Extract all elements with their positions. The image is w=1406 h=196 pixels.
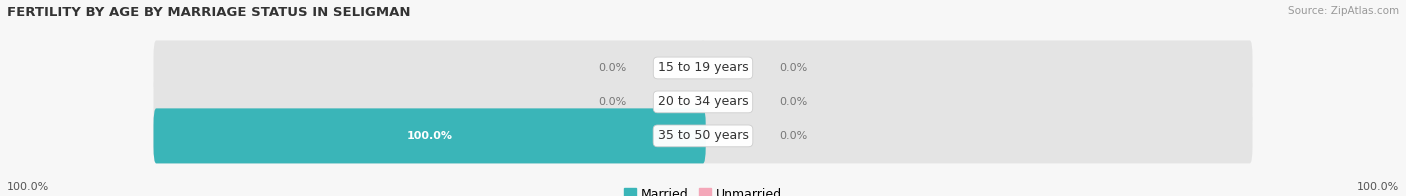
Text: 0.0%: 0.0% bbox=[598, 97, 627, 107]
Text: FERTILITY BY AGE BY MARRIAGE STATUS IN SELIGMAN: FERTILITY BY AGE BY MARRIAGE STATUS IN S… bbox=[7, 6, 411, 19]
Text: 0.0%: 0.0% bbox=[779, 97, 808, 107]
FancyBboxPatch shape bbox=[153, 74, 706, 129]
FancyBboxPatch shape bbox=[153, 108, 706, 163]
FancyBboxPatch shape bbox=[700, 74, 1253, 129]
Text: 0.0%: 0.0% bbox=[779, 63, 808, 73]
Text: 15 to 19 years: 15 to 19 years bbox=[658, 62, 748, 74]
Text: 100.0%: 100.0% bbox=[1357, 182, 1399, 192]
FancyBboxPatch shape bbox=[153, 108, 706, 163]
Text: Source: ZipAtlas.com: Source: ZipAtlas.com bbox=[1288, 6, 1399, 16]
FancyBboxPatch shape bbox=[700, 40, 1253, 95]
FancyBboxPatch shape bbox=[700, 108, 1253, 163]
Text: 0.0%: 0.0% bbox=[598, 63, 627, 73]
FancyBboxPatch shape bbox=[153, 40, 706, 95]
Text: 100.0%: 100.0% bbox=[406, 131, 453, 141]
Text: 20 to 34 years: 20 to 34 years bbox=[658, 95, 748, 108]
Text: 100.0%: 100.0% bbox=[7, 182, 49, 192]
Text: 0.0%: 0.0% bbox=[779, 131, 808, 141]
Text: 35 to 50 years: 35 to 50 years bbox=[658, 129, 748, 142]
Legend: Married, Unmarried: Married, Unmarried bbox=[624, 188, 782, 196]
